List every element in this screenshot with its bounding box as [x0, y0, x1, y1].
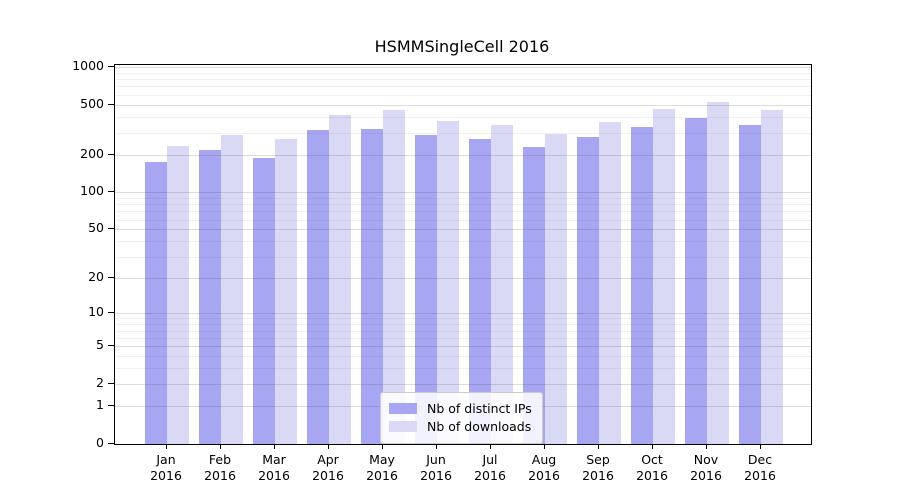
bar-ips-aug — [523, 147, 545, 444]
y-tick-label-0: 0 — [96, 435, 104, 450]
bar-downloads-sep — [599, 121, 621, 444]
x-tick-label-may: May 2016 — [366, 452, 398, 483]
bar-downloads-aug — [545, 134, 567, 444]
bar-ips-nov — [685, 117, 707, 444]
y-tick-label-1000: 1000 — [72, 58, 104, 73]
x-tick-label-dec: Dec 2016 — [744, 452, 776, 483]
y-tick-label-500: 500 — [80, 95, 104, 111]
bar-ips-mar — [253, 158, 275, 444]
y-tick-label-100: 100 — [80, 183, 104, 199]
ips-swatch-icon — [389, 403, 417, 414]
bar-downloads-dec — [761, 110, 783, 444]
y-tick-label-50: 50 — [88, 220, 104, 236]
y-tick-label-1: 1 — [96, 397, 104, 413]
x-tick-feb — [220, 444, 221, 449]
bar-ips-sep — [577, 136, 599, 444]
bar-ips-oct — [631, 127, 653, 444]
x-tick-jul — [490, 444, 491, 449]
x-tick-label-aug: Aug 2016 — [528, 452, 560, 483]
x-tick-label-mar: Mar 2016 — [258, 452, 290, 483]
y-tick-label-10: 10 — [88, 304, 104, 320]
x-tick-label-oct: Oct 2016 — [636, 452, 668, 483]
y-tick-20 — [108, 276, 114, 278]
x-tick-label-jun: Jun 2016 — [420, 452, 452, 483]
y-tick-1 — [108, 405, 114, 407]
bar-ips-may — [361, 128, 383, 444]
y-tick-50 — [108, 228, 114, 230]
x-tick-label-feb: Feb 2016 — [204, 452, 236, 483]
x-tick-dec — [760, 444, 761, 449]
legend-item-distinct-ips: Nb of distinct IPs — [389, 401, 532, 416]
bar-downloads-nov — [707, 102, 729, 444]
x-tick-jan — [166, 444, 167, 449]
x-tick-label-apr: Apr 2016 — [312, 452, 344, 483]
bar-ips-feb — [199, 150, 221, 444]
y-tick-label-20: 20 — [88, 268, 104, 284]
bar-ips-dec — [739, 125, 761, 444]
bar-downloads-oct — [653, 109, 675, 444]
x-tick-label-sep: Sep 2016 — [582, 452, 614, 483]
x-tick-may — [382, 444, 383, 449]
x-tick-nov — [706, 444, 707, 449]
x-tick-mar — [274, 444, 275, 449]
y-tick-1000 — [108, 66, 114, 67]
y-tick-0 — [108, 443, 114, 444]
y-tick-5 — [108, 345, 114, 347]
legend-label-downloads: Nb of downloads — [427, 419, 532, 434]
bar-downloads-jul — [491, 125, 513, 444]
bar-ips-apr — [307, 130, 329, 444]
bars-layer — [115, 65, 811, 444]
y-tick-10 — [108, 312, 114, 314]
y-tick-100 — [108, 191, 114, 193]
plot-area — [114, 64, 812, 445]
legend-label-ips: Nb of distinct IPs — [427, 401, 532, 416]
bar-ips-jun — [415, 135, 437, 444]
x-tick-apr — [328, 444, 329, 449]
legend-item-downloads: Nb of downloads — [389, 419, 532, 434]
downloads-swatch-icon — [389, 421, 417, 432]
x-tick-oct — [652, 444, 653, 449]
y-tick-label-2: 2 — [96, 375, 104, 391]
x-tick-label-jan: Jan 2016 — [150, 452, 182, 483]
bar-downloads-jun — [437, 121, 459, 444]
legend: Nb of distinct IPs Nb of downloads — [380, 392, 543, 444]
x-tick-label-nov: Nov 2016 — [690, 452, 722, 483]
y-tick-label-5: 5 — [96, 337, 104, 353]
bar-downloads-may — [383, 109, 405, 444]
y-tick-label-200: 200 — [80, 145, 104, 161]
bar-downloads-feb — [221, 134, 243, 444]
x-tick-aug — [544, 444, 545, 449]
y-tick-500 — [108, 103, 114, 105]
bar-ips-jan — [145, 161, 167, 444]
bar-downloads-jan — [167, 145, 189, 444]
y-tick-200 — [108, 153, 114, 155]
chart-title: HSMMSingleCell 2016 — [374, 37, 550, 56]
x-tick-jun — [436, 444, 437, 449]
bar-ips-jul — [469, 138, 491, 444]
bar-downloads-apr — [329, 114, 351, 444]
x-tick-sep — [598, 444, 599, 449]
bar-downloads-mar — [275, 139, 297, 444]
x-tick-label-jul: Jul 2016 — [474, 452, 506, 483]
y-tick-2 — [108, 383, 114, 385]
